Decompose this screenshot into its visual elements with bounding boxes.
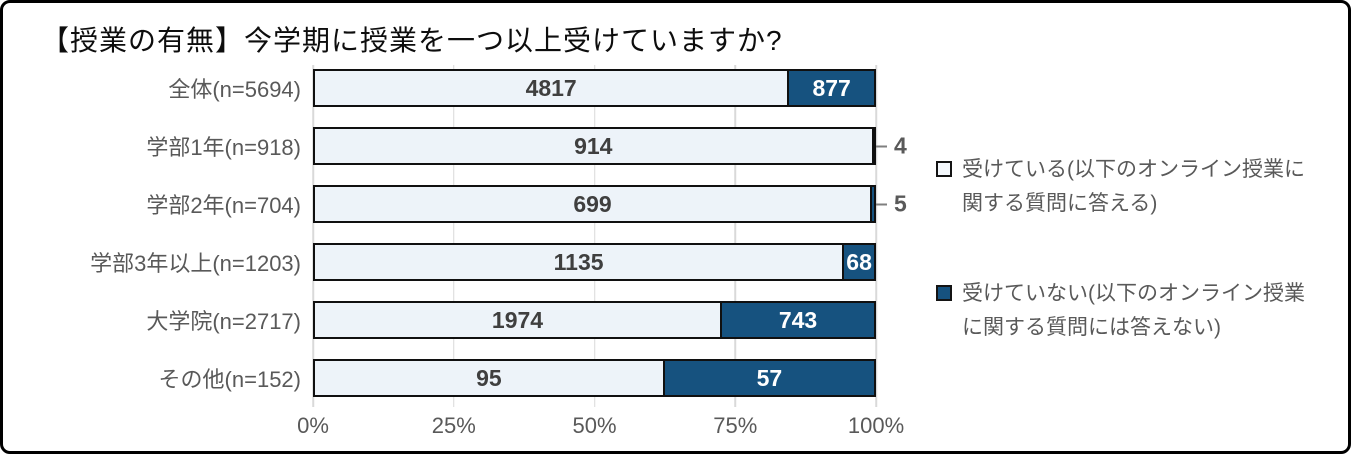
bar-row: 4817 877 xyxy=(313,69,876,107)
value-label: 57 xyxy=(756,364,783,391)
category-label: 全体(n=5694) xyxy=(168,77,301,102)
segment-receiving: 4817 xyxy=(313,69,790,107)
legend-swatch-light-icon xyxy=(936,161,952,177)
value-label: 743 xyxy=(778,306,818,333)
gridlines xyxy=(312,65,877,407)
category-labels-column: 全体(n=5694) 学部1年(n=918) 学部2年(n=704) 学部3年以上(n… xyxy=(41,65,313,447)
value-label: 699 xyxy=(573,190,612,217)
category-label: その他(n=152) xyxy=(158,367,301,392)
segment-not-receiving: 57 xyxy=(664,359,876,397)
value-label: 877 xyxy=(812,74,851,101)
category-label: 学部3年以上(n=1203) xyxy=(90,251,301,276)
legend-label: 受けていない(以下のオンライン授業に関する質問には答えない) xyxy=(962,282,1305,340)
segment-receiving: 914 xyxy=(313,127,874,165)
category-label: 学部2年(n=704) xyxy=(146,193,301,218)
bar-row: 699 5 xyxy=(313,185,907,223)
gridline xyxy=(453,65,455,407)
outside-value-callout: 4 xyxy=(876,133,907,160)
segment-receiving: 1974 xyxy=(313,301,723,339)
segment-receiving: 1135 xyxy=(313,243,845,281)
category-label: 学部1年(n=918) xyxy=(146,135,301,160)
segment-not-receiving: 877 xyxy=(789,69,876,107)
segment-receiving: 95 xyxy=(313,359,665,397)
x-tick: 0% xyxy=(297,413,329,438)
bar-row: 1135 68 xyxy=(313,243,876,281)
plot-column: 4817 877 914 4 699 5 1135 68 1974 743 95 57 0% 25% 50… xyxy=(297,65,907,447)
leader-line xyxy=(876,145,887,147)
legend: 受けている(以下のオンライン授業に関する質問に答える) 受けていない(以下のオンラ… xyxy=(936,153,1324,447)
outside-value-callout: 5 xyxy=(876,191,907,218)
value-label: 68 xyxy=(846,248,872,275)
value-label: 1135 xyxy=(553,248,604,275)
bar-row: 95 57 xyxy=(313,359,876,397)
segment-not-receiving: 743 xyxy=(722,301,876,339)
legend-label: 受けている(以下のオンライン授業に関する質問に答える) xyxy=(962,158,1305,216)
value-label: 1974 xyxy=(491,306,544,333)
gridline xyxy=(875,65,877,407)
bar-row: 914 4 xyxy=(313,127,907,165)
legend-item: 受けている(以下のオンライン授業に関する質問に答える) xyxy=(936,153,1324,221)
gridline xyxy=(593,65,596,407)
outside-value-label: 5 xyxy=(894,190,907,217)
gridline xyxy=(734,65,736,407)
segment-not-receiving: 68 xyxy=(844,243,876,281)
plot-area: 4817 877 914 4 699 5 1135 68 1974 743 95 57 xyxy=(312,65,907,407)
chart-title: 【授業の有無】今学期に授業を一つ以上受けていますか? xyxy=(41,25,783,56)
segment-receiving: 699 xyxy=(313,185,872,223)
bar-rows: 4817 877 914 4 699 5 1135 68 1974 743 95 57 xyxy=(313,69,907,397)
outside-value-label: 4 xyxy=(894,132,907,159)
chart-body: 全体(n=5694) 学部1年(n=918) 学部2年(n=704) 学部3年以上(n… xyxy=(3,65,1348,447)
segment-not-receiving xyxy=(873,127,876,165)
leader-line xyxy=(876,203,887,205)
bar-row: 1974 743 xyxy=(313,301,876,339)
category-label: 大学院(n=2717) xyxy=(146,309,301,334)
value-label: 95 xyxy=(476,364,502,391)
legend-swatch-dark-icon xyxy=(936,285,952,302)
value-label: 4817 xyxy=(525,74,577,101)
x-tick: 50% xyxy=(572,413,617,438)
gridline xyxy=(312,65,314,407)
legend-item: 受けていない(以下のオンライン授業に関する質問には答えない) xyxy=(936,277,1324,345)
x-tick: 25% xyxy=(431,413,476,438)
x-axis: 0% 25% 50% 75% 100% xyxy=(297,413,904,447)
segment-not-receiving xyxy=(872,185,876,223)
x-tick: 75% xyxy=(713,413,758,438)
value-label: 914 xyxy=(574,132,613,159)
x-tick: 100% xyxy=(847,413,905,438)
